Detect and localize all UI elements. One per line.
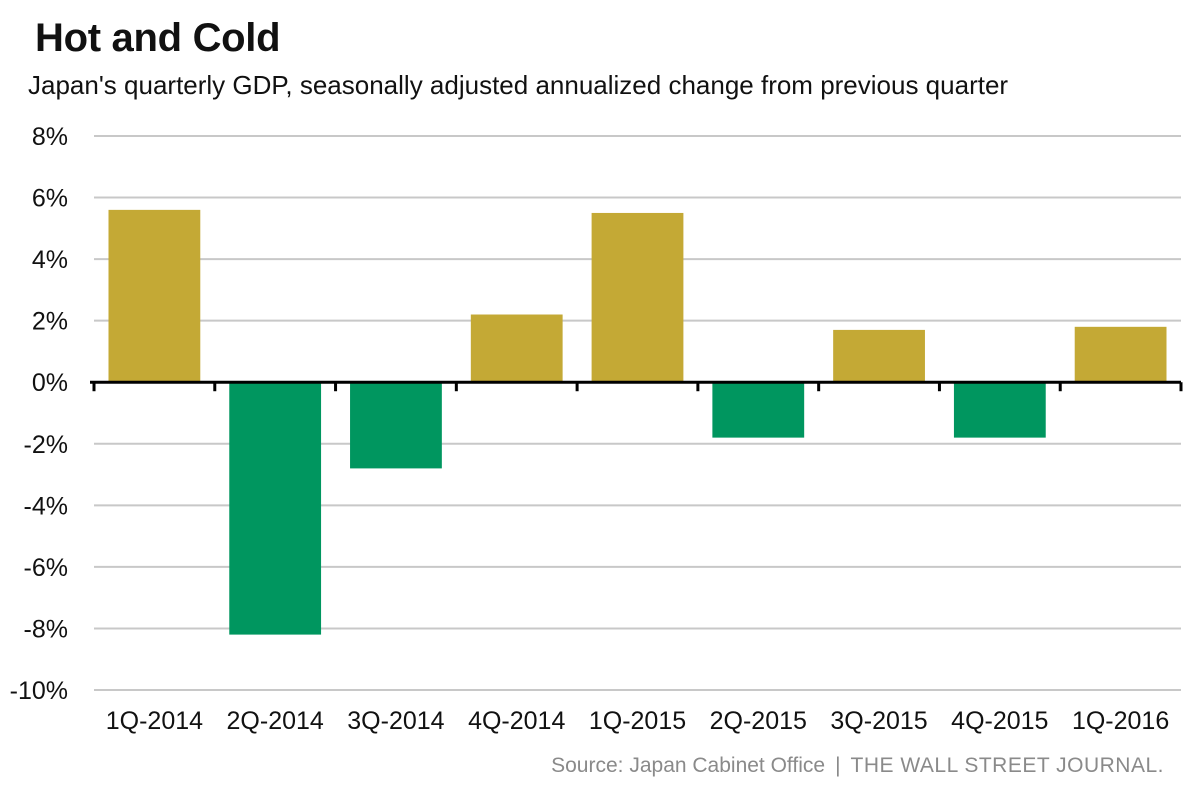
y-tick-label: 6% [32,185,68,213]
bar [470,314,563,383]
publisher-name: THE WALL STREET JOURNAL. [850,754,1164,777]
source-line: Source: Japan Cabinet Office | THE WALL ST… [551,754,1164,778]
bar [108,209,201,383]
y-tick-label: 8% [32,123,68,151]
y-tick-label: 2% [32,308,68,336]
x-tick-label: 2Q-2014 [227,707,324,735]
bar [712,382,805,438]
bar [1074,326,1167,383]
x-tick-label: 1Q-2015 [589,707,686,735]
bar [833,329,925,383]
x-tick-label: 1Q-2016 [1072,707,1169,735]
x-tick-label: 3Q-2014 [347,707,444,735]
source-text: Source: Japan Cabinet Office [551,754,826,777]
y-tick-label: -8% [24,615,68,643]
y-tick-label: -4% [24,492,68,520]
y-tick-label: -6% [24,554,68,582]
chart-title: Hot and Cold [35,16,281,60]
bar [350,382,442,469]
bar [953,382,1046,438]
y-tick-label: -10% [10,677,68,705]
x-tick-label: 4Q-2015 [951,707,1048,735]
y-tick-label: 4% [32,246,68,274]
x-tick-label: 4Q-2014 [468,707,565,735]
y-tick-label: 0% [32,369,68,397]
x-tick-label: 1Q-2014 [106,707,203,735]
chart-subtitle: Japan's quarterly GDP, seasonally adjust… [28,70,1009,100]
source-separator: | [835,754,841,777]
y-tick-label: -2% [24,431,68,459]
bar [229,382,322,635]
x-tick-label: 3Q-2015 [830,707,927,735]
x-tick-label: 2Q-2015 [710,707,807,735]
bar [591,212,684,383]
